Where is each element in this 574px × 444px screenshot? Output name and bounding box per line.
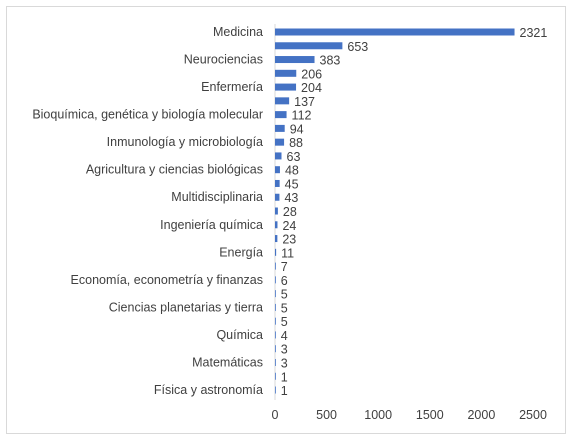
data-label: 2321 — [520, 26, 548, 40]
data-label: 7 — [281, 260, 288, 274]
bar — [275, 138, 285, 146]
data-label: 653 — [347, 40, 368, 54]
x-tick-label: 0 — [272, 408, 279, 422]
bar — [275, 28, 515, 36]
bar — [275, 317, 276, 325]
category-label: Agricultura y ciencias biológicas — [86, 163, 263, 177]
x-tick-label: 500 — [316, 408, 337, 422]
data-label: 43 — [284, 191, 298, 205]
data-label: 48 — [285, 164, 299, 178]
data-label: 383 — [320, 54, 341, 68]
bar — [275, 290, 276, 298]
bar — [275, 111, 287, 119]
bar — [275, 193, 280, 201]
bar — [275, 303, 276, 311]
data-label: 11 — [281, 246, 294, 260]
x-tick-label: 2500 — [519, 408, 547, 422]
data-label: 5 — [281, 315, 288, 329]
data-label: 206 — [301, 67, 322, 81]
data-label: 1 — [281, 370, 288, 384]
data-label: 6 — [281, 274, 288, 288]
category-label: Física y astronomía — [154, 383, 263, 397]
bar — [275, 56, 315, 64]
bar — [275, 166, 280, 174]
data-label: 45 — [285, 177, 299, 191]
bar — [275, 97, 290, 105]
bars — [275, 28, 515, 394]
category-label: Matemáticas — [192, 355, 263, 369]
bar — [275, 248, 277, 256]
data-label: 112 — [292, 109, 312, 123]
data-label: 88 — [289, 136, 303, 150]
bar — [275, 221, 278, 229]
labels: 2321Medicina653383Neurociencias206204Enf… — [32, 25, 547, 422]
bar — [275, 69, 297, 77]
bar — [275, 207, 278, 215]
data-label: 94 — [290, 122, 304, 136]
x-tick-label: 1000 — [364, 408, 392, 422]
bar — [275, 152, 282, 160]
data-label: 23 — [282, 233, 296, 247]
category-label: Inmunología y microbiología — [107, 135, 263, 149]
chart-area — [6, 6, 566, 434]
bar — [275, 179, 280, 187]
x-tick-label: 1500 — [416, 408, 444, 422]
data-label: 137 — [294, 95, 315, 109]
bar — [275, 124, 285, 132]
data-label: 1 — [281, 384, 288, 398]
bar — [275, 235, 278, 243]
data-label: 24 — [282, 219, 296, 233]
category-label: Medicina — [213, 25, 263, 39]
data-label: 5 — [281, 301, 288, 315]
bar — [275, 262, 276, 270]
bar — [275, 386, 276, 394]
category-label: Multidisciplinaria — [171, 190, 263, 204]
data-label: 63 — [287, 150, 301, 164]
bar — [275, 345, 276, 353]
data-label: 5 — [281, 288, 288, 302]
category-label: Neurociencias — [184, 53, 263, 67]
bar — [275, 83, 297, 91]
category-label: Enfermería — [201, 80, 263, 94]
category-label: Bioquímica, genética y biología molecula… — [32, 108, 263, 122]
category-label: Economía, econometría y finanzas — [71, 273, 263, 287]
bar — [275, 372, 276, 380]
bar — [275, 42, 343, 50]
category-label: Ciencias planetarias y tierra — [109, 300, 263, 314]
data-label: 3 — [281, 356, 288, 370]
category-label: Ingeniería química — [160, 218, 263, 232]
category-label: Química — [216, 328, 263, 342]
data-label: 28 — [283, 205, 297, 219]
bar — [275, 358, 276, 366]
category-label: Energía — [219, 245, 263, 259]
data-label: 3 — [281, 343, 288, 357]
x-tick-label: 2000 — [467, 408, 495, 422]
bar — [275, 276, 276, 284]
bar — [275, 331, 276, 339]
data-label: 4 — [281, 329, 288, 343]
data-label: 204 — [301, 81, 322, 95]
